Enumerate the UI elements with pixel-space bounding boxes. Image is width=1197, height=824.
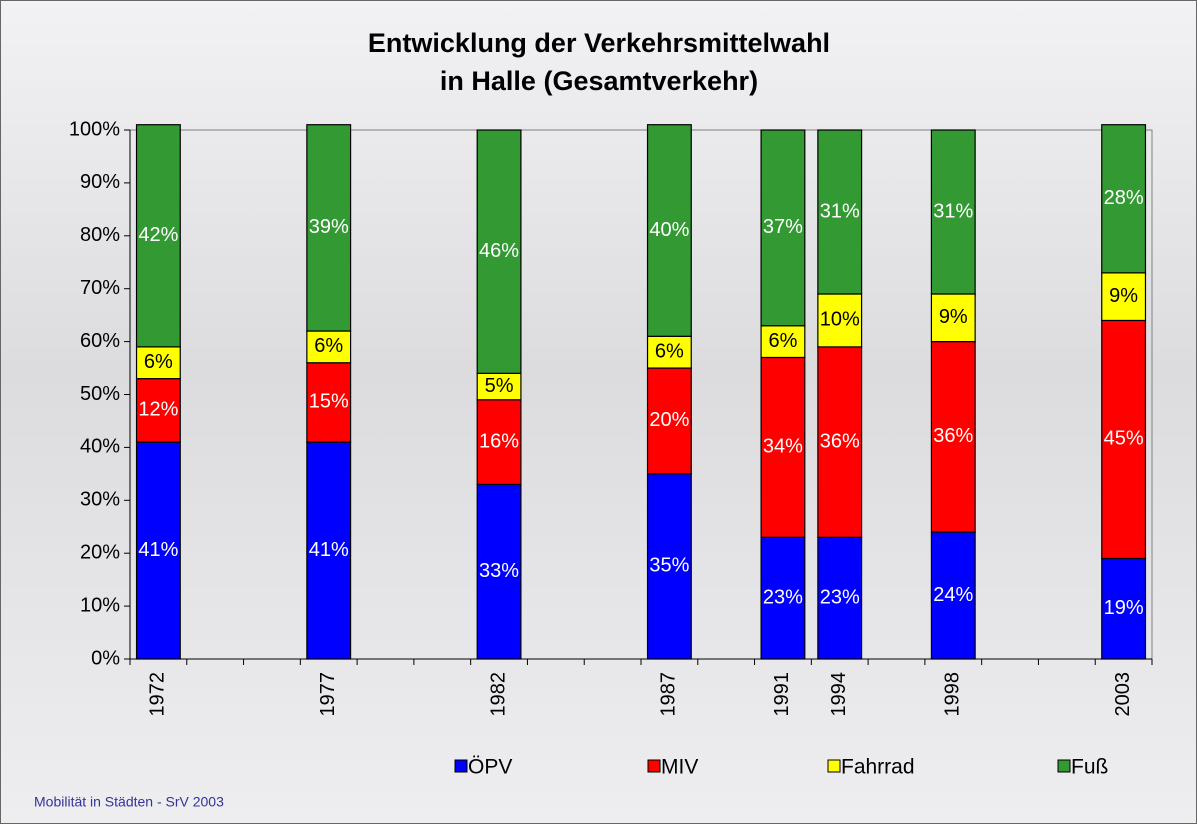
x-tick-label: 2003 [1112, 672, 1134, 717]
bar-segment [306, 441, 352, 660]
source-note: Mobilität in Städten - SrV 2003 [34, 794, 224, 810]
data-label: 6% [768, 330, 797, 352]
data-label: 24% [933, 584, 973, 606]
y-tick-label: 100% [69, 118, 120, 140]
data-label: 31% [820, 200, 860, 222]
legend-label: Fahrrad [841, 756, 915, 779]
y-tick-label: 50% [80, 383, 120, 405]
legend-swatch [1057, 759, 1071, 773]
bar-segment [817, 293, 863, 348]
bar-segment [306, 124, 352, 332]
bar-segment [1101, 557, 1147, 660]
bar-segment [1101, 124, 1147, 274]
data-label: 19% [1104, 597, 1144, 619]
bar-segment [760, 356, 806, 538]
y-tick-label: 60% [80, 330, 120, 352]
y-tick-label: 20% [80, 541, 120, 563]
data-label: 36% [820, 430, 860, 452]
data-label: 5% [485, 375, 514, 397]
data-label: 6% [655, 340, 684, 362]
x-tick-label: 1994 [828, 672, 850, 717]
bar-segment [1101, 272, 1147, 322]
data-label: 6% [144, 351, 173, 373]
data-label: 41% [138, 539, 178, 561]
data-label: 20% [649, 409, 689, 431]
bar-segment [760, 129, 806, 327]
data-label: 28% [1104, 187, 1144, 209]
data-label: 12% [138, 399, 178, 421]
chart-title: in Halle (Gesamtverkehr) [440, 66, 758, 96]
x-tick-label: 1982 [487, 672, 509, 717]
bar-segment [135, 124, 181, 348]
x-tick-label: 1987 [658, 672, 680, 717]
data-label: 42% [138, 224, 178, 246]
data-label: 31% [933, 200, 973, 222]
y-tick-label: 30% [80, 489, 120, 511]
data-label: 33% [479, 560, 519, 582]
chart-title: Entwicklung der Verkehrsmittelwahl [368, 28, 830, 58]
data-label: 16% [479, 430, 519, 452]
y-tick-label: 80% [80, 224, 120, 246]
data-label: 23% [820, 586, 860, 608]
data-label: 15% [309, 391, 349, 413]
legend-label: MIV [661, 756, 698, 779]
bar-segment [306, 330, 352, 364]
legend-swatch [647, 759, 661, 773]
bar-segment [930, 531, 976, 660]
x-tick-label: 1977 [317, 672, 339, 717]
x-tick-label: 1972 [147, 672, 169, 717]
data-label: 45% [1104, 428, 1144, 450]
data-label: 41% [309, 539, 349, 561]
x-tick-label: 1998 [942, 672, 964, 717]
data-label: 40% [649, 219, 689, 241]
legend-label: ÖPV [468, 756, 512, 779]
data-label: 37% [763, 216, 803, 238]
bar-segment [817, 536, 863, 660]
data-label: 23% [763, 586, 803, 608]
bar-segment [476, 129, 522, 374]
bar-segment [646, 367, 692, 475]
bar-segment [930, 293, 976, 343]
data-label: 35% [649, 555, 689, 577]
bar-segment [930, 341, 976, 533]
legend-label: Fuß [1071, 756, 1108, 779]
x-tick-label: 1991 [771, 672, 793, 717]
y-tick-label: 10% [80, 594, 120, 616]
bar-segment [1101, 319, 1147, 560]
bar-segment [476, 372, 522, 401]
y-tick-label: 0% [91, 647, 120, 669]
y-tick-label: 90% [80, 171, 120, 193]
bar-segment [135, 346, 181, 380]
data-label: 6% [314, 335, 343, 357]
data-label: 9% [939, 306, 968, 328]
bar-segment [476, 399, 522, 486]
bar-segment [817, 129, 863, 295]
data-label: 9% [1109, 285, 1138, 307]
bar-segment [930, 129, 976, 295]
bar-segment [646, 124, 692, 337]
data-label: 34% [763, 436, 803, 458]
bar-segment [476, 483, 522, 660]
y-tick-label: 70% [80, 277, 120, 299]
data-label: 36% [933, 425, 973, 447]
data-label: 46% [479, 240, 519, 262]
y-tick-label: 40% [80, 436, 120, 458]
legend-swatch [827, 759, 841, 773]
data-label: 39% [309, 216, 349, 238]
legend-swatch [454, 759, 468, 773]
data-label: 10% [820, 309, 860, 331]
bar-segment [135, 441, 181, 660]
